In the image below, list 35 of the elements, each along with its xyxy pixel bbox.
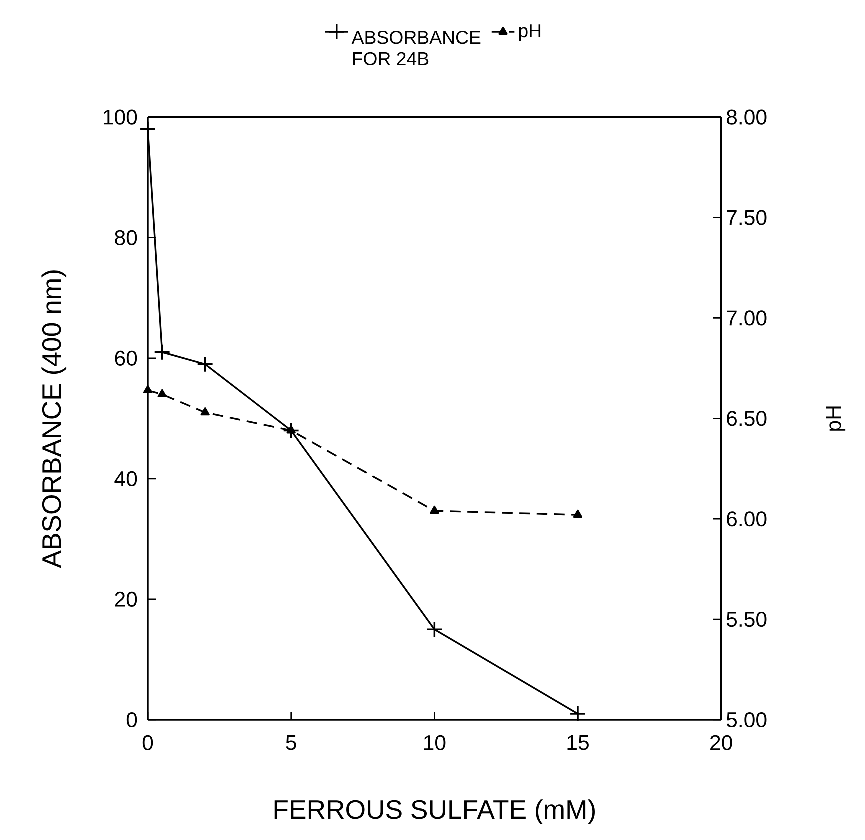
- legend-label: pH: [519, 24, 541, 42]
- point: [140, 121, 156, 138]
- x-axis-title: FERROUS SULFATE (mM): [274, 800, 595, 824]
- y-tick-label: 20: [115, 592, 138, 608]
- point: [154, 344, 171, 361]
- point: [286, 426, 296, 434]
- y2-tick-label: 7.00: [727, 310, 767, 326]
- x-tick-label: 0: [142, 735, 154, 750]
- y-axis-title: ABSORBANCE (400 nm): [42, 270, 67, 568]
- point: [570, 706, 586, 722]
- point: [197, 356, 214, 373]
- point: [282, 422, 300, 440]
- y2-tick-label: 6.00: [727, 512, 767, 527]
- legend-label: ABSORBANCE FOR 24B: [352, 30, 481, 66]
- y2-tick-label: 5.00: [726, 712, 767, 728]
- x-tick-label: 20: [710, 735, 732, 750]
- y-tick-label: 60: [115, 350, 138, 366]
- y2-tick-label: 6.50: [727, 411, 767, 426]
- x-tick-label: 15: [568, 735, 589, 750]
- point: [200, 408, 210, 416]
- x-tick-label: 5: [286, 735, 296, 750]
- y-tick-label: 100: [104, 110, 138, 125]
- y-tick-label: 0: [126, 712, 138, 728]
- point: [430, 506, 440, 514]
- y-tick-label: 40: [114, 471, 138, 486]
- x-tick-label: 10: [424, 735, 446, 750]
- y2-axis-title: pH: [826, 406, 846, 431]
- point: [573, 510, 583, 518]
- y2-tick-label: 5.50: [726, 612, 767, 628]
- point: [426, 621, 444, 638]
- y-tick-label: 80: [115, 230, 138, 246]
- y2-tick-label: 7.50: [727, 210, 767, 226]
- point: [158, 389, 167, 398]
- y2-tick-label: 8.00: [726, 110, 767, 125]
- point: [143, 385, 153, 394]
